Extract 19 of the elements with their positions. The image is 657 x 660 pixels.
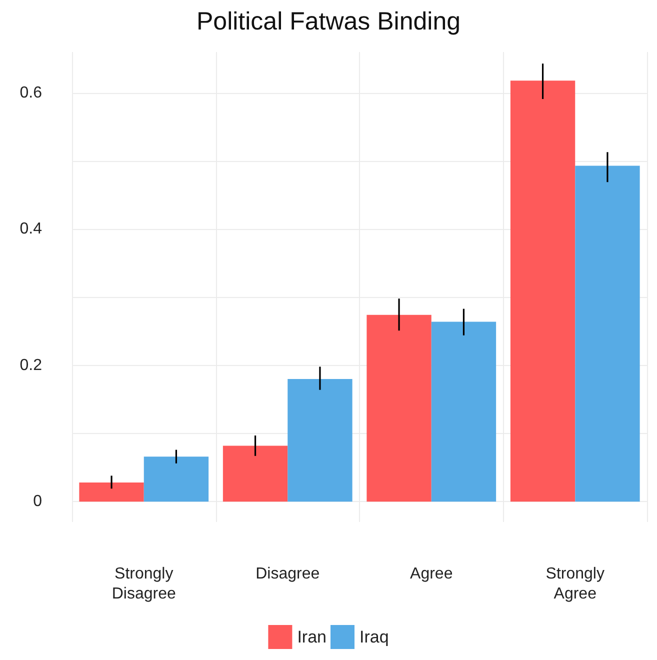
bar xyxy=(222,446,288,502)
x-tick-label: Disagree xyxy=(256,566,320,582)
bar xyxy=(288,378,352,502)
x-tick-label: Agree xyxy=(410,566,453,582)
chart-title: Political Fatwas Binding xyxy=(196,8,461,36)
bar xyxy=(144,456,209,502)
y-tick-label: 0.6 xyxy=(20,84,42,102)
bar xyxy=(431,322,496,502)
y-tick-label: 0.4 xyxy=(20,220,42,238)
x-tick-label: Strongly Agree xyxy=(546,566,604,602)
y-tick-label: 0.2 xyxy=(20,356,42,374)
legend-label: Iran xyxy=(297,628,327,646)
bar xyxy=(510,80,576,502)
x-tick-label: Strongly Disagree xyxy=(112,566,176,602)
legend-label: Iraq xyxy=(360,628,389,646)
bar xyxy=(366,314,432,502)
y-tick-label: 0 xyxy=(33,493,42,510)
bar xyxy=(575,166,640,502)
bar xyxy=(79,482,144,502)
